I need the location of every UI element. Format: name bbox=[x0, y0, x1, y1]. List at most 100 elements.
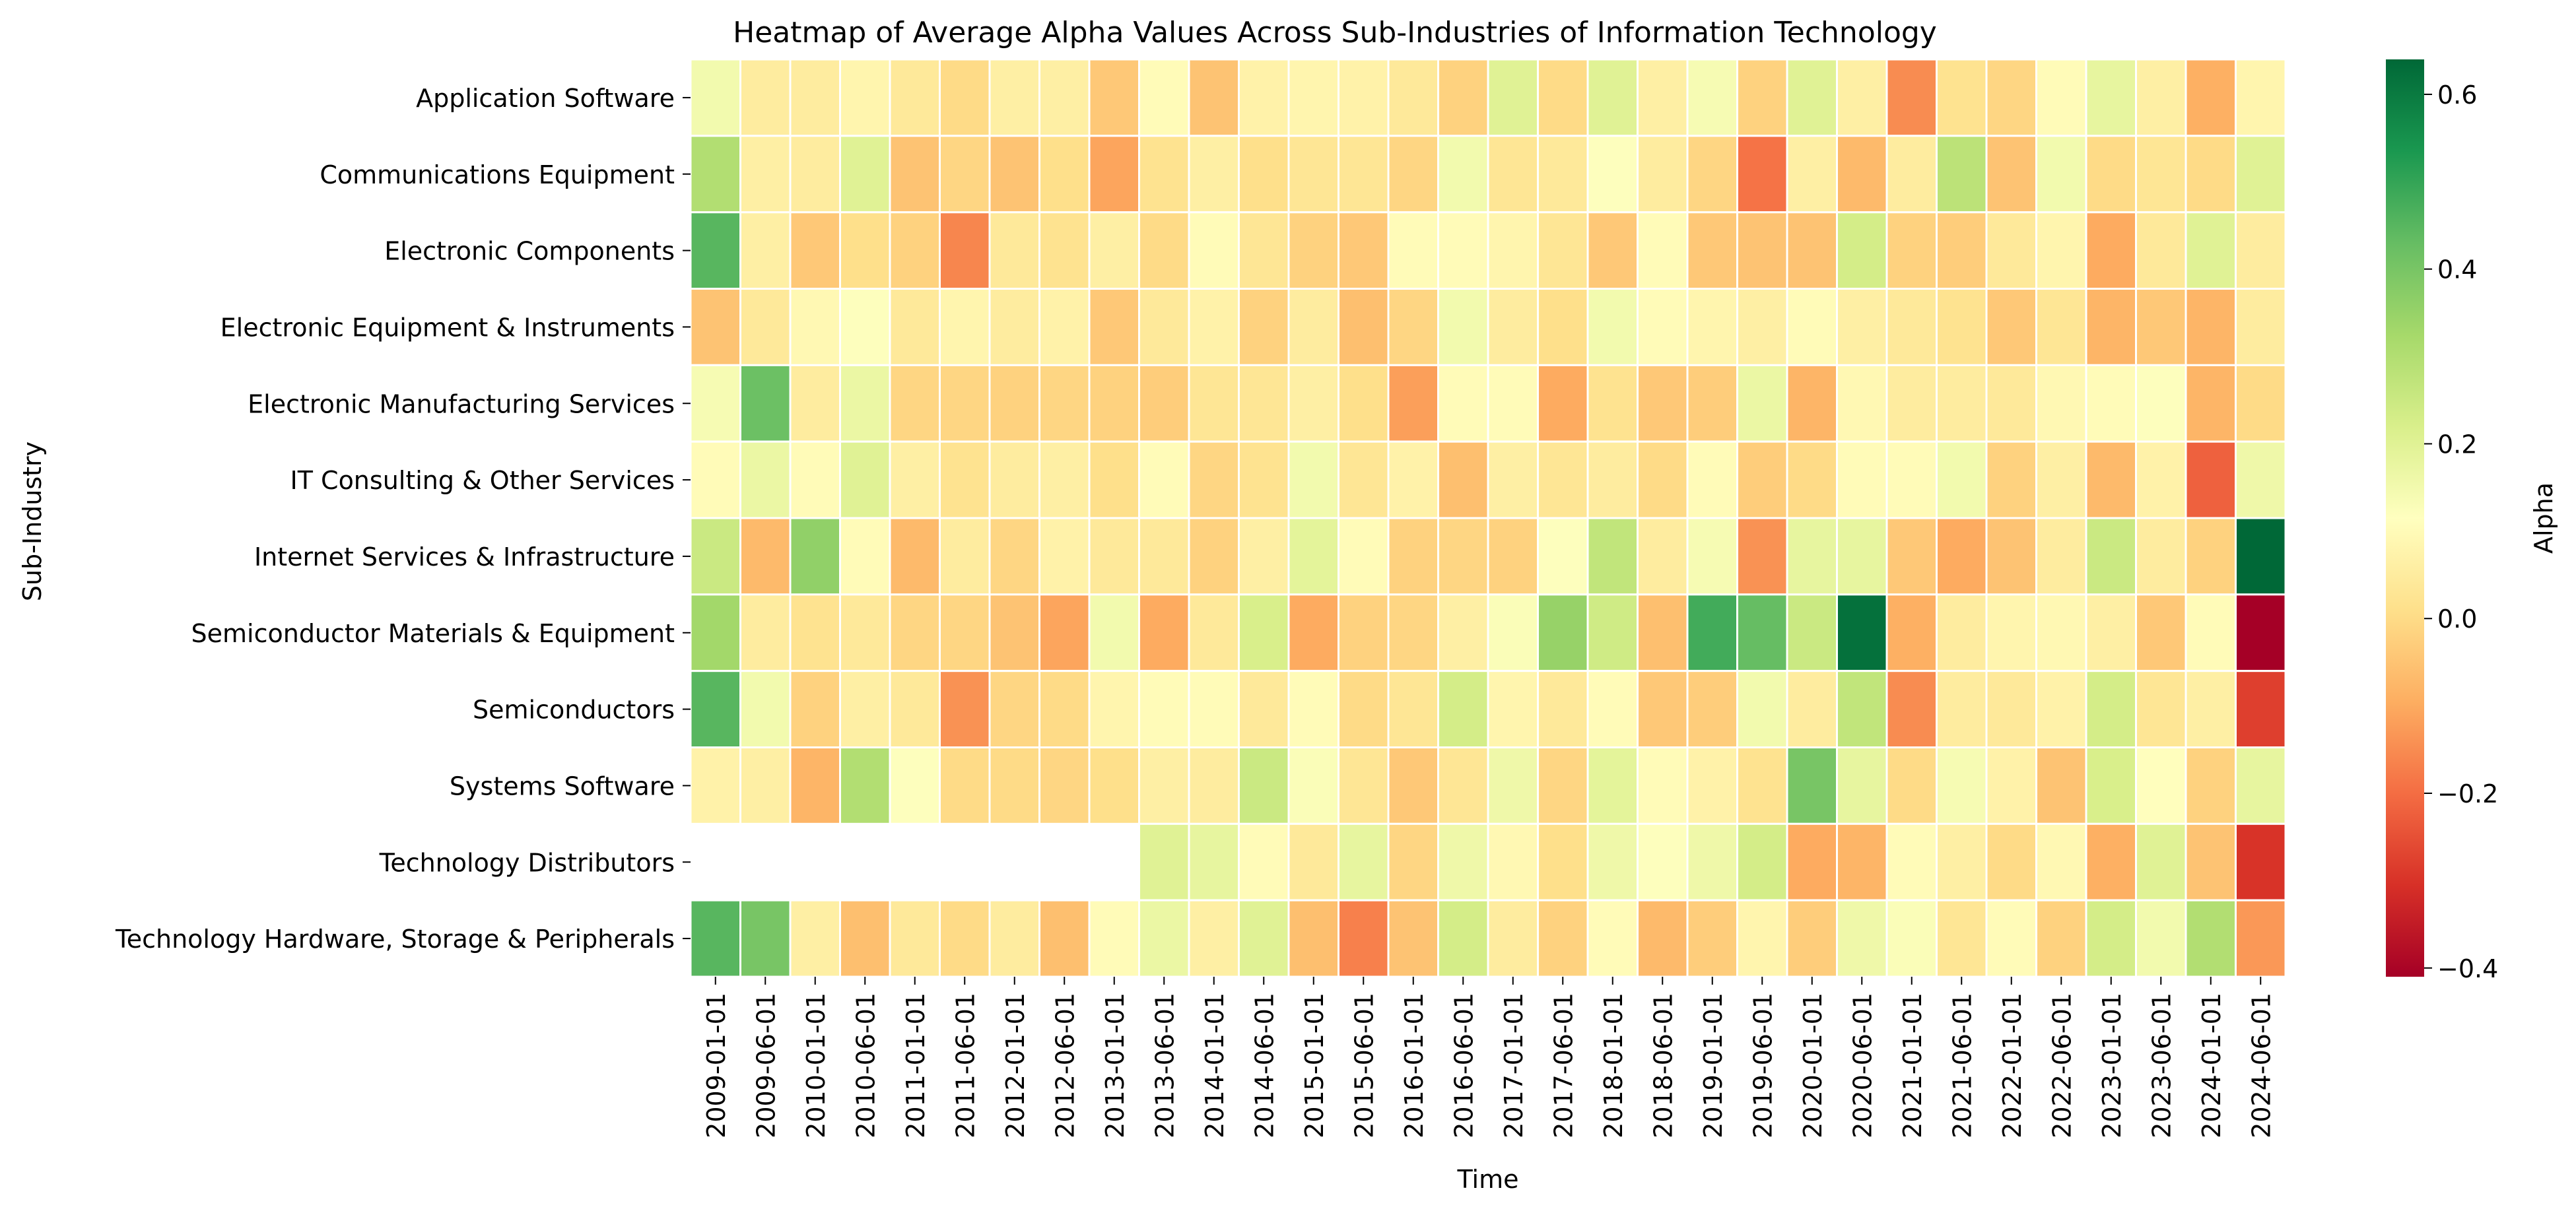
heatmap-cell bbox=[1686, 822, 1738, 902]
heatmap-cell bbox=[1088, 58, 1140, 137]
heatmap-cell bbox=[839, 440, 891, 519]
heatmap-cell bbox=[1287, 670, 1339, 748]
heatmap-cell bbox=[1387, 58, 1439, 137]
heatmap-cell bbox=[1287, 899, 1339, 978]
heatmap-cell bbox=[2035, 670, 2087, 748]
column-label: 2016-01-01 bbox=[1400, 993, 1429, 1138]
heatmap-cell bbox=[1537, 135, 1589, 214]
heatmap-cell bbox=[1088, 440, 1140, 519]
heatmap-cell bbox=[689, 364, 741, 443]
heatmap-cell bbox=[1736, 899, 1788, 978]
heatmap-cell bbox=[1287, 288, 1339, 366]
heatmap-cell bbox=[1836, 135, 1888, 214]
heatmap-cell bbox=[1985, 364, 2037, 443]
heatmap-cell bbox=[1836, 364, 1888, 443]
heatmap-cell bbox=[1885, 440, 1938, 519]
heatmap-cell bbox=[839, 899, 891, 978]
heatmap-cell bbox=[1188, 670, 1240, 748]
heatmap-cell bbox=[988, 58, 1040, 137]
heatmap-cell bbox=[1537, 440, 1589, 519]
heatmap-cell bbox=[2035, 899, 2087, 978]
heatmap-cell bbox=[1637, 58, 1689, 137]
heatmap-cell bbox=[889, 364, 941, 443]
chart-title: Heatmap of Average Alpha Values Across S… bbox=[733, 16, 1937, 49]
colorbar-tick-label: 0.2 bbox=[2437, 430, 2477, 459]
colorbar-tick-label: 0.0 bbox=[2437, 605, 2477, 634]
heatmap-cell bbox=[1836, 211, 1888, 290]
row-label: Semiconductor Materials & Equipment bbox=[191, 619, 675, 648]
column-label: 2009-06-01 bbox=[751, 993, 780, 1138]
heatmap-cell bbox=[1985, 593, 2037, 672]
heatmap-cell bbox=[1487, 899, 1539, 978]
heatmap-cell bbox=[689, 899, 741, 978]
heatmap-cell bbox=[2135, 288, 2187, 366]
heatmap-cell bbox=[2185, 440, 2237, 519]
heatmap-cell bbox=[739, 899, 792, 978]
colorbar-label: Alpha bbox=[2529, 482, 2558, 554]
heatmap-cell bbox=[939, 670, 991, 748]
heatmap-cell bbox=[1188, 288, 1240, 366]
column-label: 2019-06-01 bbox=[1748, 993, 1777, 1138]
heatmap-cell bbox=[2135, 670, 2187, 748]
heatmap-cell bbox=[988, 670, 1040, 748]
heatmap-cell bbox=[1487, 517, 1539, 596]
column-label: 2017-06-01 bbox=[1549, 993, 1578, 1138]
heatmap-cell bbox=[1038, 364, 1091, 443]
heatmap-cell bbox=[739, 670, 792, 748]
heatmap-cell bbox=[689, 288, 741, 366]
heatmap-cell bbox=[1786, 746, 1838, 825]
heatmap-cell bbox=[939, 440, 991, 519]
heatmap-cell bbox=[739, 135, 792, 214]
heatmap-cell bbox=[1637, 670, 1689, 748]
heatmap-cell bbox=[1686, 58, 1738, 137]
heatmap-cell bbox=[1936, 593, 1988, 672]
heatmap-cell bbox=[1138, 746, 1190, 825]
heatmap-cell bbox=[2035, 593, 2087, 672]
heatmap-cell bbox=[1736, 135, 1788, 214]
heatmap-cell bbox=[988, 593, 1040, 672]
heatmap-cell bbox=[1786, 899, 1838, 978]
heatmap-cell bbox=[1088, 517, 1140, 596]
heatmap-cell bbox=[839, 211, 891, 290]
heatmap-cell bbox=[1936, 364, 1988, 443]
column-label: 2022-01-01 bbox=[1998, 993, 2027, 1138]
heatmap-cell bbox=[2035, 746, 2087, 825]
heatmap-cell bbox=[1586, 746, 1639, 825]
heatmap-cell bbox=[1287, 440, 1339, 519]
heatmap-cell bbox=[789, 517, 841, 596]
heatmap-cell bbox=[839, 135, 891, 214]
heatmap-cell bbox=[1736, 211, 1788, 290]
column-label: 2013-01-01 bbox=[1101, 993, 1130, 1138]
heatmap-cell bbox=[1038, 899, 1091, 978]
heatmap-cell bbox=[1188, 58, 1240, 137]
column-label: 2019-01-01 bbox=[1699, 993, 1728, 1138]
heatmap-cell bbox=[2185, 364, 2237, 443]
heatmap-cell bbox=[2035, 517, 2087, 596]
heatmap-cell bbox=[1936, 517, 1988, 596]
heatmap-cell bbox=[889, 211, 941, 290]
heatmap-cell bbox=[1487, 364, 1539, 443]
heatmap-cell bbox=[1188, 211, 1240, 290]
heatmap-cell bbox=[1387, 593, 1439, 672]
colorbar-ticks: 0.6 0.4 0.2 0.0 −0.2 −0.4 bbox=[2424, 81, 2498, 983]
heatmap-cell bbox=[1287, 746, 1339, 825]
heatmap-cell bbox=[1338, 440, 1390, 519]
column-label: 2012-01-01 bbox=[1001, 993, 1030, 1138]
heatmap-cell bbox=[739, 593, 792, 672]
heatmap-cell bbox=[1387, 440, 1439, 519]
row-label: Semiconductors bbox=[473, 696, 675, 725]
heatmap-cell bbox=[1985, 517, 2037, 596]
heatmap-cell bbox=[889, 517, 941, 596]
column-label: 2010-06-01 bbox=[851, 993, 880, 1138]
heatmap-cell bbox=[1885, 593, 1938, 672]
heatmap-cell bbox=[1936, 58, 1988, 137]
heatmap-cell bbox=[1437, 899, 1489, 978]
heatmap-cell bbox=[689, 58, 741, 137]
heatmap-cell bbox=[2185, 211, 2237, 290]
heatmap-cell bbox=[1586, 517, 1639, 596]
heatmap-cell bbox=[1287, 593, 1339, 672]
heatmap-cell bbox=[2085, 517, 2137, 596]
y-axis-label: Sub-Industry bbox=[18, 442, 47, 601]
heatmap-cell bbox=[2235, 517, 2287, 596]
heatmap-cell bbox=[1985, 58, 2037, 137]
